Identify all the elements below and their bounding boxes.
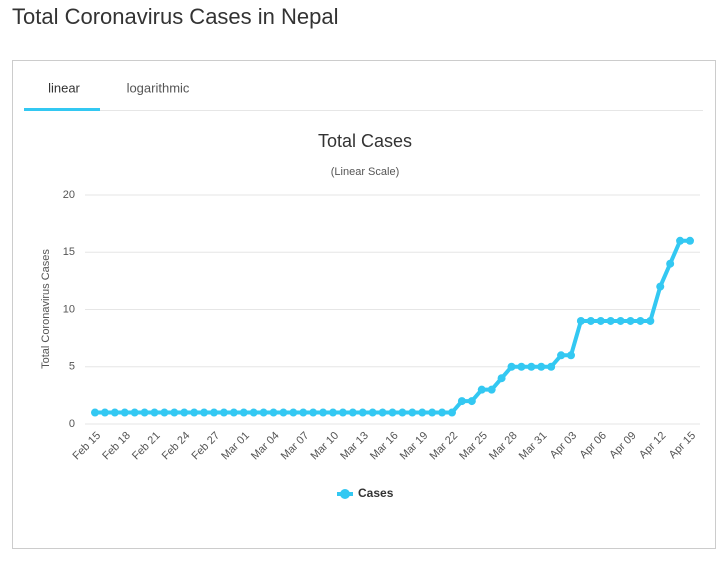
point — [418, 408, 427, 417]
point — [358, 408, 367, 417]
point — [190, 408, 199, 417]
point — [219, 408, 228, 417]
point — [170, 408, 179, 417]
y-tick-label: 5 — [69, 361, 75, 373]
point — [239, 408, 248, 417]
point — [150, 408, 159, 417]
point — [636, 316, 645, 325]
point — [210, 408, 218, 417]
point — [398, 408, 407, 417]
point — [289, 408, 298, 417]
point — [457, 397, 466, 406]
point — [477, 385, 486, 394]
point — [130, 408, 139, 417]
point — [388, 408, 397, 417]
point — [606, 316, 615, 325]
point — [646, 316, 655, 325]
point — [249, 408, 258, 417]
point — [110, 408, 119, 417]
y-tick-label: 20 — [63, 189, 75, 201]
point — [576, 316, 585, 325]
point — [299, 408, 308, 417]
point — [269, 408, 278, 417]
point — [527, 362, 536, 371]
point — [487, 385, 496, 394]
point — [537, 362, 546, 371]
point — [676, 236, 685, 245]
page-heading: Total Coronavirus Cases in Nepal — [12, 4, 339, 29]
point — [348, 408, 357, 417]
chart-title: Total Cases — [318, 131, 412, 151]
point — [140, 408, 149, 417]
y-tick-label: 0 — [69, 418, 75, 430]
tab-underline — [24, 108, 100, 111]
tab-logarithmic[interactable]: logarithmic — [127, 80, 190, 95]
point — [517, 362, 526, 371]
point — [91, 408, 99, 417]
point — [408, 408, 417, 417]
y-tick-label: 10 — [63, 303, 75, 315]
point — [120, 408, 129, 417]
point — [557, 351, 566, 360]
point — [259, 408, 268, 417]
point — [586, 316, 595, 325]
point — [438, 408, 447, 417]
point — [100, 408, 109, 417]
point — [616, 316, 625, 325]
point — [547, 362, 556, 371]
point — [279, 408, 288, 417]
point — [319, 408, 328, 417]
chart-subtitle: (Linear Scale) — [331, 166, 399, 178]
point — [378, 408, 387, 417]
point — [368, 408, 377, 417]
point — [567, 351, 575, 360]
y-tick-label: 15 — [63, 246, 75, 258]
point — [309, 408, 318, 417]
point — [497, 374, 506, 383]
point — [626, 316, 635, 325]
point — [338, 408, 347, 417]
point — [229, 408, 238, 417]
point — [448, 408, 456, 417]
point — [200, 408, 209, 417]
point — [596, 316, 605, 325]
point — [467, 397, 476, 406]
point — [160, 408, 169, 417]
y-axis-label: Total Coronavirus Cases — [40, 249, 52, 369]
panel — [12, 60, 716, 549]
point — [507, 362, 516, 371]
point — [428, 408, 437, 417]
point — [686, 236, 694, 245]
point — [180, 408, 189, 417]
point — [329, 408, 337, 417]
legend-marker — [340, 489, 350, 499]
point — [666, 259, 675, 268]
point — [656, 282, 665, 291]
legend-label: Cases — [358, 486, 394, 500]
tab-linear[interactable]: linear — [48, 80, 80, 95]
